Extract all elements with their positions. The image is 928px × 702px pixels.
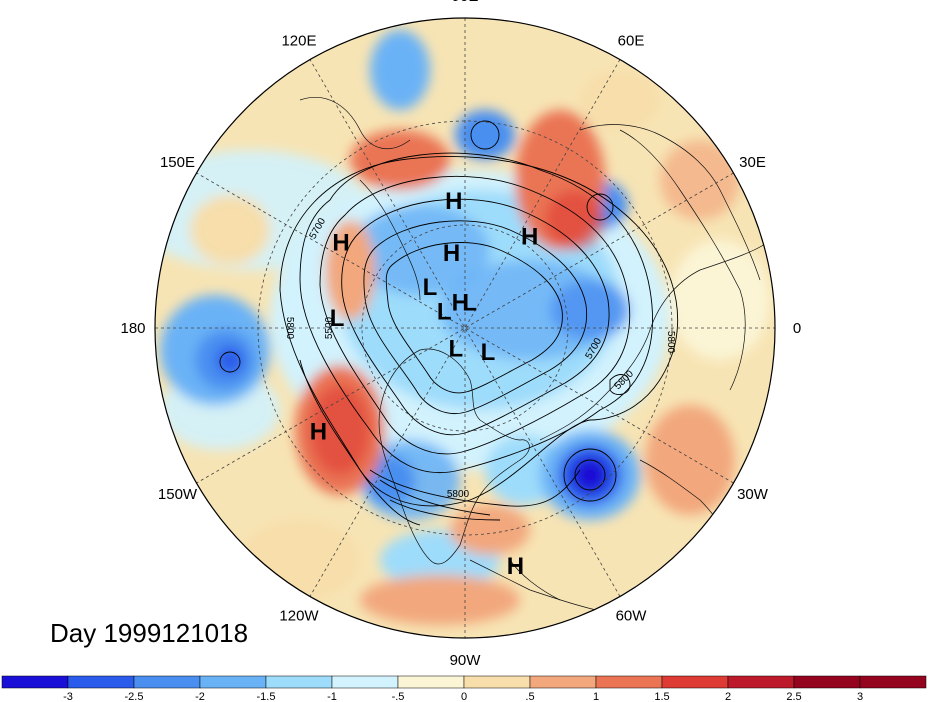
- longitude-label: 120E: [281, 33, 316, 50]
- colorbar-tick-label: -.5: [392, 691, 405, 702]
- contour-label: 5800: [665, 331, 676, 354]
- longitude-label: 150W: [158, 486, 198, 503]
- colorbar-tick-label: -2: [195, 691, 205, 702]
- colorbar-swatch: [1, 675, 69, 689]
- colorbar-tick-label: -1.5: [257, 691, 276, 702]
- colorbar-swatch: [595, 675, 663, 689]
- low-center-label: L: [423, 274, 438, 301]
- longitude-label: 120W: [279, 608, 319, 625]
- colorbar-swatch: [265, 675, 333, 689]
- colorbar-swatch: [331, 675, 399, 689]
- date-title: Day 1999121018: [50, 618, 249, 648]
- colorbar-tick-label: 0: [461, 691, 467, 702]
- colorbar-swatch: [529, 675, 597, 689]
- colorbar-swatch: [397, 675, 465, 689]
- contour-label: 5800: [284, 317, 295, 340]
- low-center-label: L: [330, 305, 345, 332]
- low-center-label: L: [448, 336, 463, 363]
- colorbar-tick-label: 1: [593, 691, 599, 702]
- colorbar-swatch: [133, 675, 201, 689]
- high-center-label: H: [452, 289, 469, 316]
- contour-label: 5800: [447, 489, 470, 500]
- colorbar-tick-label: .5: [525, 691, 534, 702]
- colorbar-swatch: [661, 675, 729, 689]
- colorbar-tick-label: 1.5: [654, 691, 669, 702]
- longitude-label: 0: [793, 320, 801, 337]
- longitude-label: 30E: [739, 154, 766, 171]
- colorbar-tick-label: -1: [327, 691, 337, 702]
- colorbar-swatch: [859, 675, 927, 689]
- colorbar-swatch: [463, 675, 531, 689]
- colorbar-tick-label: 3: [857, 691, 863, 702]
- longitude-label: 30W: [737, 486, 769, 503]
- colorbar-tick-label: -3: [63, 691, 73, 702]
- colorbar-swatch: [67, 675, 135, 689]
- colorbar-swatch: [199, 675, 267, 689]
- longitude-label: 180: [120, 320, 145, 337]
- colorbar-swatch: [727, 675, 795, 689]
- high-center-label: H: [445, 188, 462, 215]
- high-center-label: H: [521, 224, 538, 251]
- high-center-label: H: [443, 240, 460, 267]
- low-center-label: L: [481, 339, 496, 366]
- high-center-label: H: [507, 553, 524, 580]
- low-center-label: L: [437, 299, 452, 326]
- longitude-label: 90E: [452, 0, 479, 5]
- longitude-label: 60W: [616, 608, 648, 625]
- graticule: [155, 18, 775, 638]
- high-center-label: H: [332, 229, 349, 256]
- longitude-labels: 90E 60E 30E 0 30W 60W 90W 120W 150W 180 150E 120E: [120, 0, 801, 669]
- map-boundary: [154, 17, 776, 639]
- longitude-label: 150E: [160, 154, 195, 171]
- contour-label: 5500: [324, 316, 335, 339]
- high-center-label: H: [310, 419, 327, 446]
- longitude-label: 90W: [450, 652, 482, 669]
- colorbar: -3 -2.5 -2 -1.5 -1 -.5 0 .5 1 1.5 2 2.5 3: [1, 675, 927, 702]
- colorbar-tick-label: 2: [725, 691, 731, 702]
- low-center-label: L: [462, 289, 477, 316]
- colorbar-swatch: [793, 675, 861, 689]
- colorbar-tick-label: -2.5: [125, 691, 144, 702]
- longitude-label: 60E: [618, 33, 645, 50]
- colorbar-tick-label: 2.5: [786, 691, 801, 702]
- height-contours: [219, 120, 679, 526]
